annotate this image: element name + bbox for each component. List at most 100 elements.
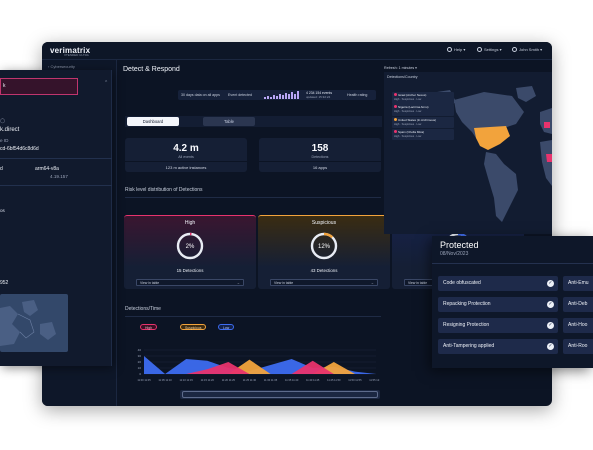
protection-label: Anti-Roo <box>568 343 588 349</box>
legend-sub: Suspicious <box>401 98 415 101</box>
legend-chip-high[interactable]: High <box>140 324 157 330</box>
check-icon: ✓ <box>547 343 554 350</box>
protection-item[interactable]: Resigning Protection ✓ <box>438 318 558 333</box>
map-legend-item[interactable]: Israel (Archer Nexus) High · Suspicious … <box>392 92 454 104</box>
protection-label: Anti-Deb <box>568 301 588 307</box>
gear-icon <box>477 47 482 53</box>
stat-label: Detections <box>311 155 329 159</box>
protection-label: Anti-Tampering applied <box>443 343 495 349</box>
view-in-table-link[interactable]: View in table → <box>270 279 378 286</box>
risk-section-title: Risk level distribution of Detections <box>125 187 203 193</box>
map-legend: Israel (Archer Nexus) High · Suspicious … <box>392 92 454 141</box>
logo: verimatrix <box>50 46 91 55</box>
risk-gauge: 2% <box>176 232 204 260</box>
map-region-nigeria <box>546 154 552 162</box>
view-in-table-link[interactable]: View in table → <box>136 279 244 286</box>
detections-time-chart: 40 30 20 10 0 11:00 11:05 11:05 11:10 11:10 11:… <box>137 348 380 382</box>
map-legend-item[interactable]: United States (In Archimous) High · Susp… <box>392 116 454 129</box>
x-tick-label: 11:50 11:55 <box>348 378 362 382</box>
map-legend-item[interactable]: Spain (Cholla Mica) High · Suspicious · … <box>392 128 454 141</box>
settings-menu[interactable]: Settings ▾ <box>477 47 502 53</box>
stat-card-events: 4.2 m All events 123 m active instances <box>125 138 247 172</box>
view-tabs: Dashboard Table <box>125 116 382 127</box>
divider <box>0 158 112 159</box>
events-updated: updated: 15:32:24 <box>306 95 331 99</box>
status-glyph: ◯ <box>0 118 6 123</box>
risk-gauge: 12% <box>310 232 338 260</box>
page-title: Detect & Respond <box>123 66 180 73</box>
top-bar: verimatrix XTENDED ULTRA Help ▾ Settings… <box>42 42 552 60</box>
link-label: View in table <box>140 281 160 285</box>
logo-subtitle: XTENDED ULTRA <box>64 53 89 57</box>
stat-value: 158 <box>311 143 329 154</box>
tab-table[interactable]: Table <box>203 117 255 126</box>
protection-item[interactable]: Code obfuscated ✓ <box>438 276 558 291</box>
y-tick-label: 10 <box>138 366 142 370</box>
arrow-right-icon: → <box>370 281 374 285</box>
breadcrumb[interactable]: ‹ Cybersecurity <box>48 64 75 69</box>
map-region-usa <box>474 126 510 150</box>
map-legend-item[interactable]: Nigeria (Lacrima Aimu) High · Suspicious… <box>392 104 454 116</box>
protection-item[interactable]: Anti-Deb <box>563 297 593 312</box>
chevron-up-icon[interactable]: ⌃ <box>104 80 109 86</box>
risk-banner[interactable]: k <box>0 78 78 95</box>
y-tick-label: 40 <box>138 348 142 352</box>
time-range-scrollbar[interactable] <box>180 390 380 399</box>
user-icon <box>512 47 517 53</box>
id-label: e ID <box>0 138 9 143</box>
protected-title: Protected <box>440 240 479 250</box>
main-content: Detect & Respond 30 days data on all app… <box>118 60 524 406</box>
protection-item[interactable]: Anti-Tampering applied ✓ <box>438 339 558 354</box>
stat-footer: 16 apps <box>259 161 381 172</box>
location-map[interactable] <box>0 294 68 352</box>
x-tick-label: 11:00 11:05 <box>137 378 151 382</box>
protection-item[interactable]: Anti-Hoo <box>563 318 593 333</box>
legend-sub: Low <box>416 98 422 101</box>
dot-icon <box>394 93 397 96</box>
protection-item[interactable]: Anti-Roo <box>563 339 593 354</box>
check-icon: ✓ <box>547 301 554 308</box>
protection-status-panel: Protected 08/Nov/2023 Code obfuscated ✓ An… <box>432 236 593 368</box>
legend-sub: High <box>394 122 400 126</box>
x-tick-label: 11:25 11:30 <box>243 378 257 382</box>
divider <box>0 185 112 186</box>
protected-date: 08/Nov/2023 <box>440 251 469 257</box>
refresh-label: Refresh: 1 minutes <box>384 66 415 70</box>
legend-title: Israel (Archer Nexus) <box>398 93 427 97</box>
help-menu[interactable]: Help ▾ <box>447 47 465 53</box>
dot-icon <box>394 105 397 109</box>
user-menu[interactable]: John Smith ▾ <box>512 47 542 53</box>
tab-dashboard[interactable]: Dashboard <box>127 117 179 126</box>
link-label: View in table <box>274 281 294 285</box>
divider <box>432 263 593 264</box>
y-tick-label: 20 <box>138 360 142 364</box>
legend-chip-suspicious[interactable]: Suspicious <box>180 324 207 330</box>
series-area-high <box>144 360 376 374</box>
event-detected-label: Event detected <box>228 93 252 97</box>
arrow-right-icon: → <box>236 281 240 285</box>
legend-sub: Low <box>416 110 422 114</box>
risk-title: High <box>184 220 196 226</box>
check-icon: ✓ <box>547 280 554 287</box>
legend-sub: High <box>394 110 400 114</box>
legend-sub: Suspicious <box>401 110 415 114</box>
protection-label: Code obfuscated <box>443 280 481 286</box>
protection-item[interactable]: Repacking Protection ✓ <box>438 297 558 312</box>
link-label: View in table <box>408 281 428 285</box>
gauge-arc <box>310 232 338 260</box>
legend-sub: Suspicious <box>401 122 415 126</box>
app-domain: k.direct <box>0 127 20 133</box>
protection-item[interactable]: Anti-Emu <box>563 276 593 291</box>
x-tick-label: 11:20 11:25 <box>222 378 236 382</box>
legend-sub: Low <box>416 122 422 126</box>
health-rating-label: Health rating <box>347 93 368 97</box>
device-detail-panel: k ⌃ ◯ k.direct e ID cd-6bf54d6c8d6d d ar… <box>0 70 112 366</box>
legend-sub: High <box>394 98 400 101</box>
date-range-chip[interactable]: 30 days data on all apps <box>181 93 220 97</box>
scroll-thumb[interactable] <box>182 391 378 398</box>
refresh-selector[interactable]: Refresh: 1 minutes ▾ <box>384 66 417 70</box>
check-icon: ✓ <box>547 322 554 329</box>
map-title: Detections/Country <box>387 75 418 79</box>
legend-chip-low[interactable]: Low <box>218 324 235 330</box>
breadcrumb-label: Cybersecurity <box>50 64 75 69</box>
